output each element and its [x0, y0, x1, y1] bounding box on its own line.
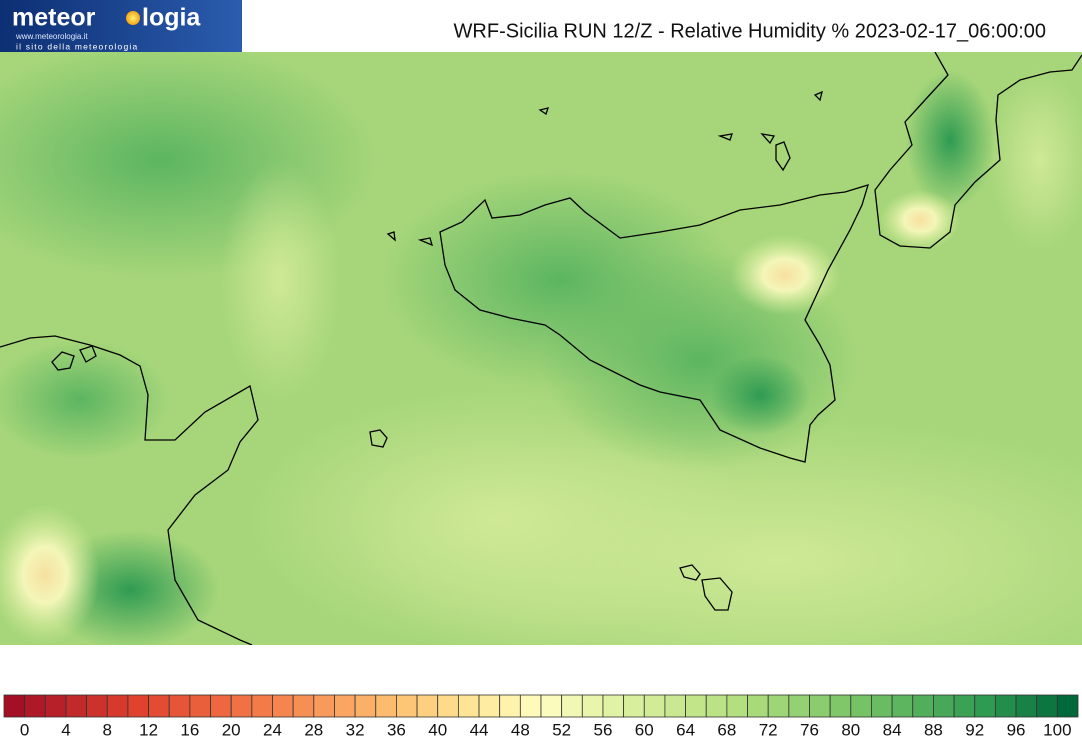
colorbar-label: 56 — [594, 720, 613, 739]
colorbar-swatch — [3, 694, 26, 718]
colorbar-label: 68 — [717, 720, 736, 739]
colorbar-swatch — [519, 694, 542, 718]
colorbar-label: 12 — [139, 720, 158, 739]
colorbar: 0 4 8 12 16 20 24 28 32 36 40 44 48 52 56 60 64 68 72 76 80 8… — [3, 694, 1079, 739]
colorbar-swatch — [416, 694, 439, 718]
colorbar-swatch — [581, 694, 604, 718]
colorbar-swatch — [705, 694, 728, 718]
logo-background — [0, 0, 242, 52]
logo-url: www.meteorologia.it — [15, 32, 88, 41]
colorbar-label: 88 — [924, 720, 943, 739]
colorbar-swatch — [65, 694, 88, 718]
coastlines — [0, 52, 1082, 645]
colorbar-label: 76 — [800, 720, 819, 739]
colorbar-swatch — [974, 694, 996, 718]
colorbar-swatch — [499, 694, 521, 718]
colorbar-label: 8 — [103, 720, 112, 739]
colorbar-label: 84 — [883, 720, 902, 739]
colorbar-swatch — [933, 694, 955, 718]
colorbar-label: 80 — [841, 720, 860, 739]
colorbar-label: 40 — [428, 720, 447, 739]
colorbar-swatch — [643, 694, 666, 718]
colorbar-label: 32 — [346, 720, 365, 739]
colorbar-swatch — [1015, 694, 1038, 718]
colorbar-swatch — [850, 694, 872, 718]
colorbar-swatch — [44, 694, 67, 718]
colorbar-swatch — [189, 694, 211, 718]
colorbar-swatch — [478, 694, 501, 718]
sicily-coast — [439, 184, 869, 463]
colorbar-swatch — [1056, 694, 1079, 718]
colorbar-label: 4 — [61, 720, 70, 739]
colorbar-swatch — [24, 694, 46, 718]
colorbar-label: 36 — [387, 720, 406, 739]
colorbar-swatch — [829, 694, 852, 718]
colorbar-swatch — [251, 694, 273, 718]
colorbar-swatch — [210, 694, 232, 718]
calabria-coast — [874, 52, 1082, 249]
colorbar-swatch — [788, 694, 810, 718]
colorbar-label: 16 — [180, 720, 199, 739]
colorbar-swatch — [809, 694, 831, 718]
colorbar-swatch — [375, 694, 397, 718]
colorbar-label: 24 — [263, 720, 282, 739]
logo-sun — [126, 11, 140, 25]
logo-name: meteor — [12, 4, 96, 32]
colorbar-swatch — [685, 694, 707, 718]
colorbar-swatch — [148, 694, 170, 718]
humidity-field — [0, 52, 1082, 645]
colorbar-swatch — [437, 694, 459, 718]
colorbar-label: 28 — [304, 720, 323, 739]
colorbar-label: 100 — [1043, 720, 1071, 739]
colorbar-swatch — [602, 694, 625, 718]
colorbar-swatch — [891, 694, 914, 718]
logo-tagline: il sito della meteorologia — [16, 41, 138, 51]
colorbar-swatch — [1036, 694, 1058, 718]
colorbar-swatch — [457, 694, 480, 718]
colorbar-swatch — [540, 694, 563, 718]
colorbar-swatch — [747, 694, 769, 718]
colorbar-swatch — [313, 694, 335, 718]
colorbar-swatch — [168, 694, 191, 718]
colorbar-label: 0 — [20, 720, 29, 739]
colorbar-swatch — [664, 694, 686, 718]
logo-name: logia — [142, 4, 201, 32]
colorbar-label: 92 — [965, 720, 984, 739]
colorbar-label: 64 — [676, 720, 695, 739]
colorbar-label: 44 — [470, 720, 489, 739]
colorbar-swatch — [86, 694, 108, 718]
colorbar-swatch — [334, 694, 356, 718]
colorbar-label: 20 — [222, 720, 241, 739]
colorbar-label: 96 — [1007, 720, 1026, 739]
colorbar-swatch — [767, 694, 790, 718]
colorbar-swatch — [871, 694, 893, 718]
colorbar-label: 52 — [552, 720, 571, 739]
colorbar-swatch — [230, 694, 253, 718]
colorbar-swatch — [354, 694, 377, 718]
colorbar-swatch — [396, 694, 418, 718]
logo: meteor logia www.meteorologia.it il sito… — [0, 0, 242, 52]
colorbar-label: 60 — [635, 720, 654, 739]
colorbar-swatch — [292, 694, 315, 718]
colorbar-swatch — [127, 694, 149, 718]
colorbar-swatch — [561, 694, 583, 718]
colorbar-label: 72 — [759, 720, 778, 739]
colorbar-swatch — [912, 694, 934, 718]
map-title: WRF-Sicilia RUN 12/Z - Relative Humidity… — [454, 20, 1046, 42]
pantelleria — [369, 429, 388, 448]
colorbar-swatch — [272, 694, 294, 718]
colorbar-swatch — [994, 694, 1017, 718]
colorbar-swatch — [726, 694, 748, 718]
colorbar-label: 48 — [511, 720, 530, 739]
island — [51, 345, 97, 371]
malta — [679, 564, 733, 611]
colorbar-swatch — [106, 694, 129, 718]
colorbar-swatch — [623, 694, 645, 718]
colorbar-swatch — [953, 694, 976, 718]
tunisia-coast — [0, 335, 259, 645]
small-island — [386, 90, 823, 247]
